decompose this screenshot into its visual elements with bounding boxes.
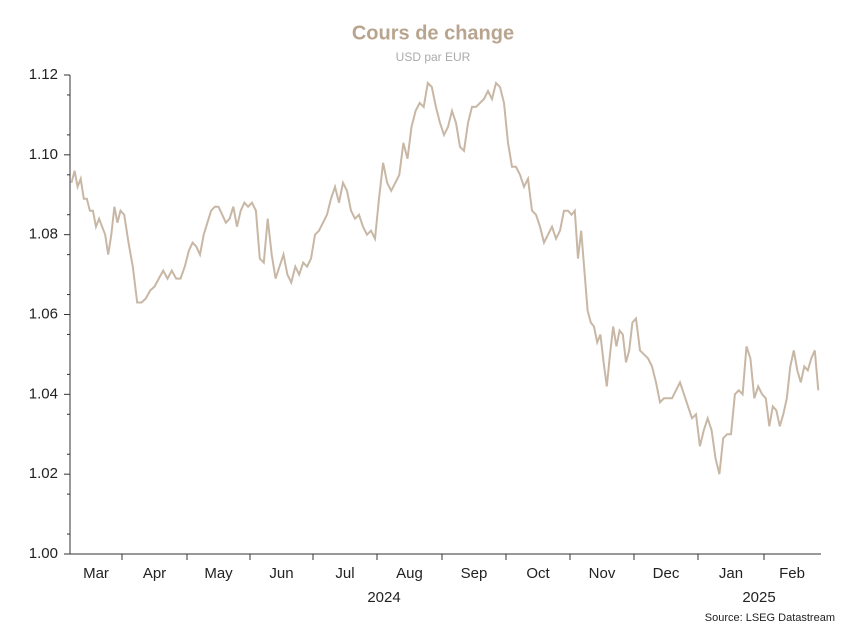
y-tick-label: 1.04 — [29, 385, 58, 402]
x-tick-label: Feb — [779, 565, 805, 582]
y-tick-label: 1.10 — [29, 146, 58, 163]
y-tick-label: 1.00 — [29, 545, 58, 562]
chart-title: Cours de change — [352, 22, 514, 44]
chart-subtitle: USD par EUR — [396, 50, 471, 64]
y-tick-label: 1.02 — [29, 465, 58, 482]
data-line — [70, 80, 820, 475]
x-tick-label: Jul — [335, 565, 354, 582]
y-tick-label: 1.06 — [29, 305, 58, 322]
year-label: 2025 — [742, 589, 775, 606]
source-note: Source: LSEG Datastream — [705, 612, 835, 624]
x-tick-label: Aug — [396, 565, 423, 582]
x-tick-label: Apr — [143, 565, 166, 582]
year-label: 2024 — [367, 589, 400, 606]
y-tick-label: 1.08 — [29, 226, 58, 243]
x-tick-label: Dec — [653, 565, 680, 582]
y-tick-label: 1.12 — [29, 66, 58, 83]
x-tick-label: Sep — [461, 565, 488, 582]
x-tick-label: Jun — [269, 565, 293, 582]
x-tick-label: Oct — [526, 565, 550, 582]
x-tick-label: Nov — [589, 565, 616, 582]
x-tick-label: Jan — [719, 565, 743, 582]
x-tick-label: Mar — [83, 565, 109, 582]
x-tick-label: May — [204, 565, 233, 582]
